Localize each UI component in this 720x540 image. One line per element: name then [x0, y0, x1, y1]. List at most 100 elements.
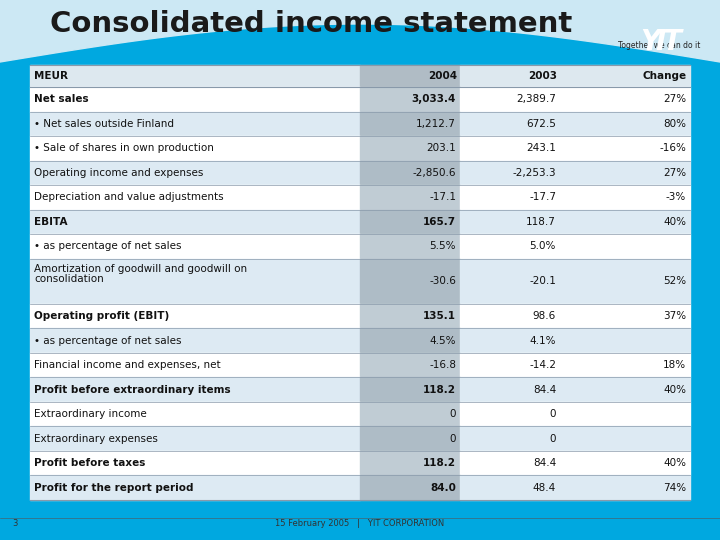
Text: 84.0: 84.0 [430, 483, 456, 492]
Bar [360, 426, 460, 451]
Text: -16%: -16% [659, 143, 686, 153]
Bar [360, 111, 460, 136]
Ellipse shape [0, 15, 720, 193]
Ellipse shape [0, 15, 720, 217]
Text: 1,212.7: 1,212.7 [416, 119, 456, 129]
Text: Operating profit (EBIT): Operating profit (EBIT) [34, 311, 169, 321]
Bar [460, 65, 690, 87]
Text: 165.7: 165.7 [423, 217, 456, 227]
Bar [460, 377, 690, 402]
Text: Extraordinary income: Extraordinary income [34, 409, 147, 419]
Bar [30, 210, 360, 234]
Text: T: T [663, 28, 682, 56]
Ellipse shape [0, 15, 720, 181]
Bar [460, 475, 690, 500]
Text: I: I [655, 28, 665, 56]
Bar [360, 87, 460, 111]
Text: 135.1: 135.1 [423, 311, 456, 321]
Bar [360, 136, 460, 160]
Text: 4.5%: 4.5% [430, 335, 456, 346]
Bar [30, 402, 360, 426]
Bar [460, 160, 690, 185]
Text: Profit for the report period: Profit for the report period [34, 483, 194, 492]
Bar [360, 234, 460, 259]
Bar [460, 185, 690, 210]
Ellipse shape [0, 15, 720, 157]
Text: -16.8: -16.8 [429, 360, 456, 370]
Bar [30, 185, 360, 210]
Bar [30, 451, 360, 475]
Text: Depreciation and value adjustments: Depreciation and value adjustments [34, 192, 224, 202]
Text: 18%: 18% [663, 360, 686, 370]
Bar [30, 234, 360, 259]
Text: -2,253.3: -2,253.3 [513, 168, 556, 178]
Text: • Net sales outside Finland: • Net sales outside Finland [34, 119, 174, 129]
Text: 672.5: 672.5 [526, 119, 556, 129]
Bar [30, 304, 360, 328]
Text: Together we can do it: Together we can do it [618, 41, 701, 50]
Bar [30, 136, 360, 160]
Text: 84.4: 84.4 [533, 384, 556, 395]
Bar [30, 87, 360, 111]
Text: -3%: -3% [666, 192, 686, 202]
Bar [30, 426, 360, 451]
Bar [30, 377, 360, 402]
Bar [460, 451, 690, 475]
Text: Net sales: Net sales [34, 94, 89, 104]
Text: • as percentage of net sales: • as percentage of net sales [34, 241, 181, 251]
Text: 0: 0 [449, 409, 456, 419]
Text: -30.6: -30.6 [429, 276, 456, 286]
Text: 0: 0 [549, 434, 556, 443]
Text: 84.4: 84.4 [533, 458, 556, 468]
Text: 80%: 80% [663, 119, 686, 129]
Text: 37%: 37% [663, 311, 686, 321]
Text: Financial income and expenses, net: Financial income and expenses, net [34, 360, 220, 370]
Text: 2,389.7: 2,389.7 [516, 94, 556, 104]
Text: 15 February 2005   |   YIT CORPORATION: 15 February 2005 | YIT CORPORATION [275, 519, 445, 528]
Bar [460, 353, 690, 377]
Text: 27%: 27% [663, 94, 686, 104]
Bar [30, 475, 360, 500]
Bar [30, 111, 360, 136]
Text: 48.4: 48.4 [533, 483, 556, 492]
Text: 0: 0 [549, 409, 556, 419]
Bar [30, 160, 360, 185]
Text: 40%: 40% [663, 384, 686, 395]
Text: 74%: 74% [663, 483, 686, 492]
Bar [460, 136, 690, 160]
Ellipse shape [0, 15, 720, 145]
Ellipse shape [0, 10, 720, 110]
Bar [30, 259, 360, 304]
Text: 40%: 40% [663, 217, 686, 227]
Text: 52%: 52% [663, 276, 686, 286]
Bar [360, 353, 460, 377]
Ellipse shape [0, 15, 720, 229]
Text: 118.2: 118.2 [423, 384, 456, 395]
Text: 243.1: 243.1 [526, 143, 556, 153]
Bar [460, 87, 690, 111]
Bar [0, 60, 720, 540]
Bar [30, 328, 360, 353]
Ellipse shape [0, 15, 720, 169]
Bar [460, 111, 690, 136]
Text: -17.7: -17.7 [529, 192, 556, 202]
Text: 3: 3 [12, 519, 17, 528]
Text: -14.2: -14.2 [529, 360, 556, 370]
Bar [360, 377, 460, 402]
Text: 27%: 27% [663, 168, 686, 178]
Bar [360, 185, 460, 210]
Bar [460, 210, 690, 234]
Text: 3,033.4: 3,033.4 [412, 94, 456, 104]
Text: Profit before extraordinary items: Profit before extraordinary items [34, 384, 230, 395]
Text: consolidation: consolidation [34, 274, 104, 285]
Text: Change: Change [643, 71, 687, 81]
Text: Consolidated income statement: Consolidated income statement [50, 10, 572, 38]
Bar [360, 210, 460, 234]
Text: 98.6: 98.6 [533, 311, 556, 321]
Text: 2003: 2003 [528, 71, 557, 81]
Text: -2,850.6: -2,850.6 [413, 168, 456, 178]
Text: Operating income and expenses: Operating income and expenses [34, 168, 203, 178]
Bar [460, 259, 690, 304]
Text: 40%: 40% [663, 458, 686, 468]
Text: 203.1: 203.1 [426, 143, 456, 153]
